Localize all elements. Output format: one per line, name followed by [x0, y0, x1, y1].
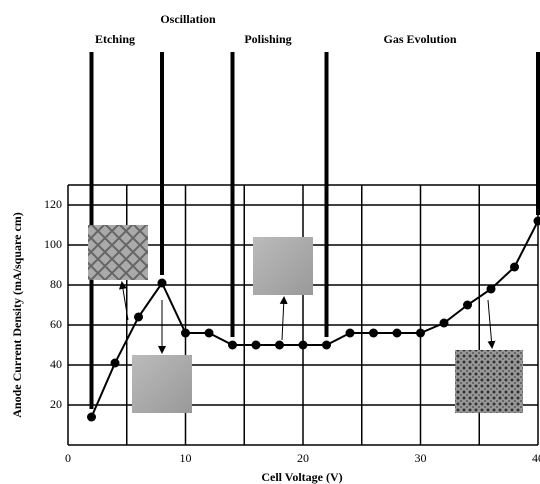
micrograph	[455, 350, 523, 413]
x-tick-label: 0	[65, 451, 71, 465]
arrow	[488, 300, 492, 347]
region-label: Gas Evolution	[383, 32, 456, 46]
y-tick-label: 80	[50, 277, 62, 291]
y-tick-label: 40	[50, 357, 62, 371]
data-point	[534, 217, 540, 226]
data-point	[158, 279, 167, 288]
region-label: Polishing	[244, 32, 291, 46]
data-point	[275, 341, 284, 350]
data-point	[111, 359, 120, 368]
data-point	[322, 341, 331, 350]
y-axis-label: Anode Current Density (mA/square cm)	[10, 212, 24, 418]
micrographs	[88, 225, 523, 413]
y-tick-label: 120	[44, 197, 62, 211]
data-point	[487, 285, 496, 294]
data-point	[416, 329, 425, 338]
data-point	[134, 313, 143, 322]
data-point	[393, 329, 402, 338]
y-tick-label: 100	[44, 237, 62, 251]
data-point	[510, 263, 519, 272]
data-point	[252, 341, 261, 350]
micrograph	[132, 355, 192, 413]
data-point	[205, 329, 214, 338]
x-tick-label: 40	[532, 451, 540, 465]
x-tick-label: 10	[180, 451, 192, 465]
x-tick-label: 30	[415, 451, 427, 465]
data-point	[228, 341, 237, 350]
data-point	[299, 341, 308, 350]
data-point	[346, 329, 355, 338]
y-tick-label: 60	[50, 317, 62, 331]
data-point	[87, 413, 96, 422]
data-point	[369, 329, 378, 338]
region-label: Oscillation	[160, 12, 216, 26]
data-point	[181, 329, 190, 338]
data-point	[463, 301, 472, 310]
arrow	[282, 298, 284, 340]
x-tick-label: 20	[297, 451, 309, 465]
micrograph	[88, 225, 148, 280]
data-point	[440, 319, 449, 328]
y-tick-label: 20	[50, 397, 62, 411]
x-axis-label: Cell Voltage (V)	[261, 470, 342, 484]
region-label: Etching	[95, 32, 135, 46]
micrograph	[253, 237, 313, 295]
chart: 20 40 60 80 100 120 0 10 20 30 40 Etching Oscillatio…	[0, 0, 540, 484]
